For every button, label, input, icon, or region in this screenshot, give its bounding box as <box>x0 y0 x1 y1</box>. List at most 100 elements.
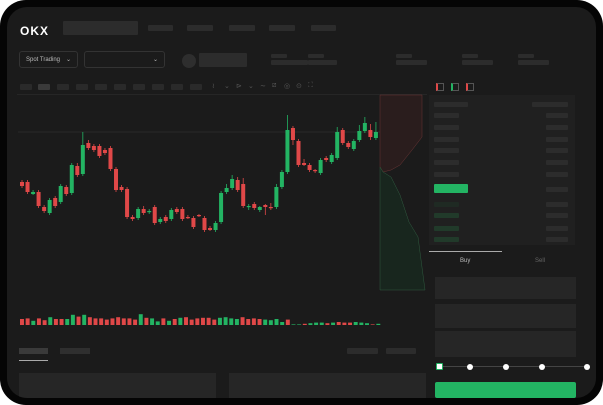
active-tab-underline <box>19 360 48 361</box>
pair-dropdown[interactable]: ⌄ <box>84 51 165 68</box>
amount-slider[interactable] <box>436 363 590 370</box>
tab-sell[interactable]: Sell <box>535 258 546 264</box>
interval-button[interactable] <box>76 84 88 90</box>
price-input[interactable] <box>435 277 576 299</box>
bid-price <box>434 213 459 218</box>
depth-asks-area <box>379 94 423 173</box>
interval-button[interactable] <box>171 84 183 90</box>
interval-button[interactable] <box>114 84 126 90</box>
active-tab-underline <box>429 251 502 252</box>
both-sides-icon[interactable] <box>436 83 444 91</box>
volume-bar <box>331 322 336 325</box>
volume-bar <box>297 324 302 325</box>
chevron-down-icon[interactable]: ⌄ <box>224 83 230 90</box>
ask-price <box>434 172 459 177</box>
filter-button[interactable] <box>347 348 378 354</box>
total-input[interactable] <box>435 331 576 357</box>
settings-icon[interactable]: ⊙ <box>296 83 302 90</box>
search-placeholder[interactable] <box>63 21 138 35</box>
volume-bar <box>291 324 296 325</box>
volume-bar <box>133 319 138 325</box>
slider-mark-25[interactable] <box>467 364 473 370</box>
candle <box>357 131 362 140</box>
nav-item[interactable] <box>269 25 295 31</box>
tab-open-orders[interactable] <box>19 348 48 354</box>
volume-bar <box>65 319 70 325</box>
candle <box>125 189 130 217</box>
okx-logo: OKX <box>20 24 50 38</box>
divider <box>17 94 427 95</box>
ruler-icon[interactable]: ⧄ <box>272 82 277 89</box>
volume-bar <box>110 318 115 325</box>
candle <box>290 128 295 140</box>
candle <box>91 146 96 150</box>
interval-button[interactable] <box>190 84 202 90</box>
ask-price <box>434 160 459 165</box>
volume-bar <box>104 319 109 325</box>
nav-item[interactable] <box>229 25 255 31</box>
volume-bar <box>42 320 47 325</box>
candle <box>42 207 47 211</box>
ask-size <box>546 137 568 142</box>
camera-icon[interactable]: ◎ <box>284 83 291 90</box>
tab-history[interactable] <box>60 348 90 354</box>
stat-value <box>518 60 549 65</box>
candle <box>158 219 163 222</box>
volume-bar <box>59 319 64 325</box>
buy-button[interactable] <box>435 382 576 398</box>
draw-icon[interactable]: ⊳ <box>236 83 242 90</box>
candle <box>141 209 146 213</box>
volume-bar <box>240 317 245 325</box>
volume-bar <box>280 322 285 325</box>
interval-button[interactable] <box>133 84 145 90</box>
candle <box>263 205 268 207</box>
nav-item[interactable] <box>148 25 173 31</box>
stat-label <box>271 54 287 58</box>
indicator-icon[interactable]: ≀ <box>212 83 215 90</box>
candle <box>268 207 273 209</box>
slider-mark-75[interactable] <box>539 364 545 370</box>
candlestick-chart[interactable] <box>7 7 596 398</box>
fullscreen-icon[interactable]: ⛶ <box>308 82 313 89</box>
candle <box>230 179 235 188</box>
volume-bar <box>25 318 30 325</box>
ask-price <box>434 125 459 130</box>
volume-bar <box>144 317 149 325</box>
spot-trading-dropdown[interactable]: Spot Trading ⌄ <box>19 51 78 68</box>
nav-item[interactable] <box>187 25 213 31</box>
candle <box>180 209 185 219</box>
candle <box>64 187 69 194</box>
slider-mark-100[interactable] <box>584 364 590 370</box>
volume-bar <box>342 322 347 325</box>
candle <box>58 186 63 202</box>
bids-icon[interactable] <box>451 83 459 91</box>
volume-bar <box>31 320 36 325</box>
stat-label <box>396 54 412 58</box>
ask-size <box>546 148 568 153</box>
bid-size <box>546 226 568 231</box>
slider-handle[interactable] <box>436 363 443 370</box>
chevron-down-icon[interactable]: ⌄ <box>248 83 254 90</box>
interval-button[interactable] <box>95 84 107 90</box>
candle <box>329 155 334 162</box>
stat-label <box>518 54 534 58</box>
tab-buy[interactable]: Buy <box>460 258 471 264</box>
volume-bar <box>127 318 132 325</box>
line-icon[interactable]: ∼ <box>260 83 266 90</box>
candle <box>53 198 58 206</box>
interval-button[interactable] <box>38 84 50 90</box>
volume-bar <box>82 314 87 325</box>
candle <box>47 200 52 213</box>
nav-item[interactable] <box>311 25 336 31</box>
interval-button[interactable] <box>20 84 32 90</box>
candle <box>86 143 91 148</box>
ask-size <box>546 172 568 177</box>
filter-button[interactable] <box>386 348 416 354</box>
asks-icon[interactable] <box>466 83 474 91</box>
interval-button[interactable] <box>57 84 69 90</box>
slider-mark-50[interactable] <box>503 364 509 370</box>
candle <box>20 182 24 186</box>
interval-button[interactable] <box>152 84 164 90</box>
volume-bar <box>234 319 239 325</box>
amount-input[interactable] <box>435 304 576 328</box>
